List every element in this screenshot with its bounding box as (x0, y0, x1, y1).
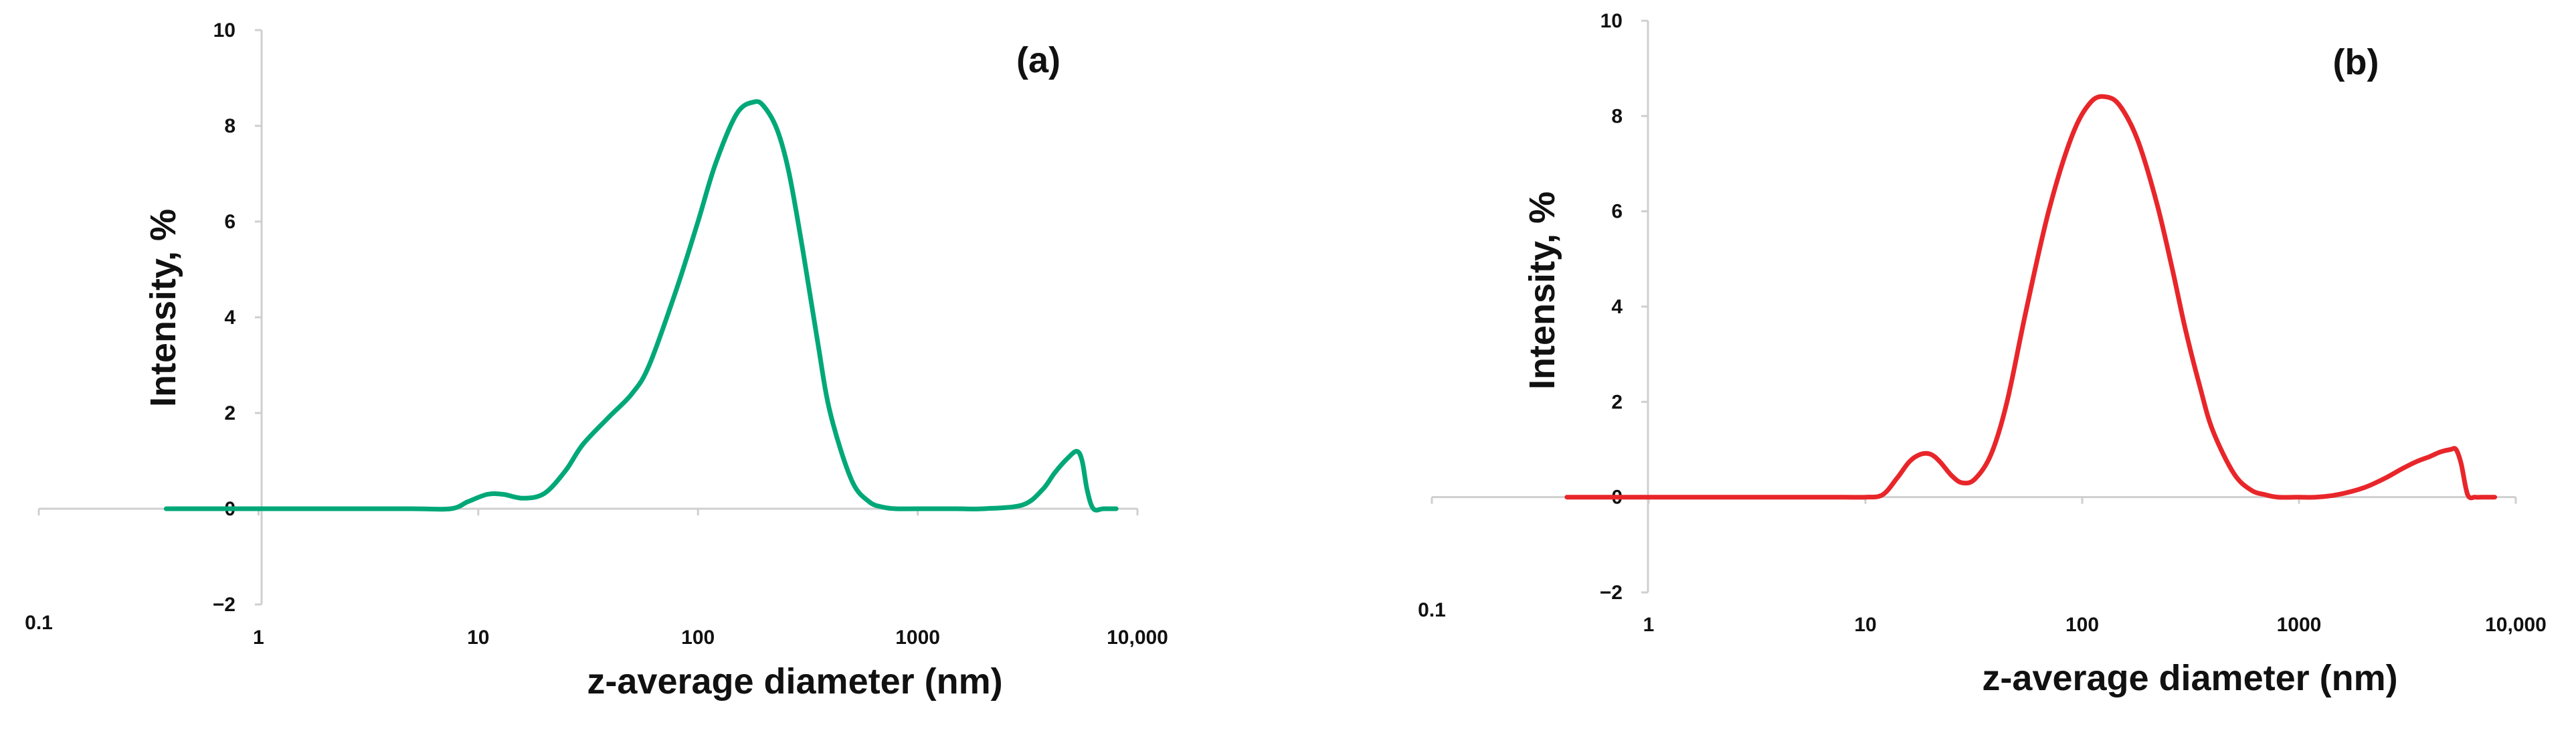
y-tick-label: −2 (213, 594, 236, 616)
x-tick-label: 0.1 (25, 612, 53, 634)
y-tick-label: 10 (213, 19, 236, 42)
y-axis-title: Intensity, % (143, 209, 183, 407)
x-tick-label: 1 (253, 627, 264, 649)
x-tick-label: 1000 (2277, 614, 2322, 636)
y-tick-label: 6 (224, 211, 236, 233)
y-tick-label: 4 (1611, 296, 1623, 318)
series-line (163, 99, 1119, 513)
x-tick-label: 100 (681, 627, 715, 649)
x-axis-title: z-average diameter (nm) (587, 661, 1002, 702)
y-tick-label: 8 (1611, 105, 1623, 127)
y-tick-label: 6 (1611, 201, 1623, 223)
x-tick-label: 10 (1854, 614, 1876, 636)
x-axis-title: z-average diameter (nm) (1982, 658, 2397, 698)
y-tick-label: −2 (1600, 582, 1623, 604)
panel-label: (b) (2333, 42, 2379, 82)
x-tick-label: 100 (2065, 614, 2099, 636)
series-line (1564, 94, 2498, 501)
y-tick-label: 4 (224, 307, 236, 329)
x-tick-label: 10,000 (2485, 614, 2547, 636)
y-tick-label: 10 (1600, 10, 1623, 32)
y-axis-title: Intensity, % (1522, 191, 1562, 390)
y-tick-label: 8 (224, 115, 236, 137)
y-tick-label: 2 (224, 402, 236, 424)
x-tick-label: 10,000 (1107, 627, 1168, 649)
x-tick-label: 0.1 (1418, 599, 1446, 621)
x-tick-label: 1 (1643, 614, 1655, 636)
panel-label: (a) (1016, 40, 1061, 80)
y-tick-label: 2 (1611, 391, 1623, 413)
x-tick-label: 10 (467, 627, 489, 649)
x-tick-label: 1000 (895, 627, 940, 649)
